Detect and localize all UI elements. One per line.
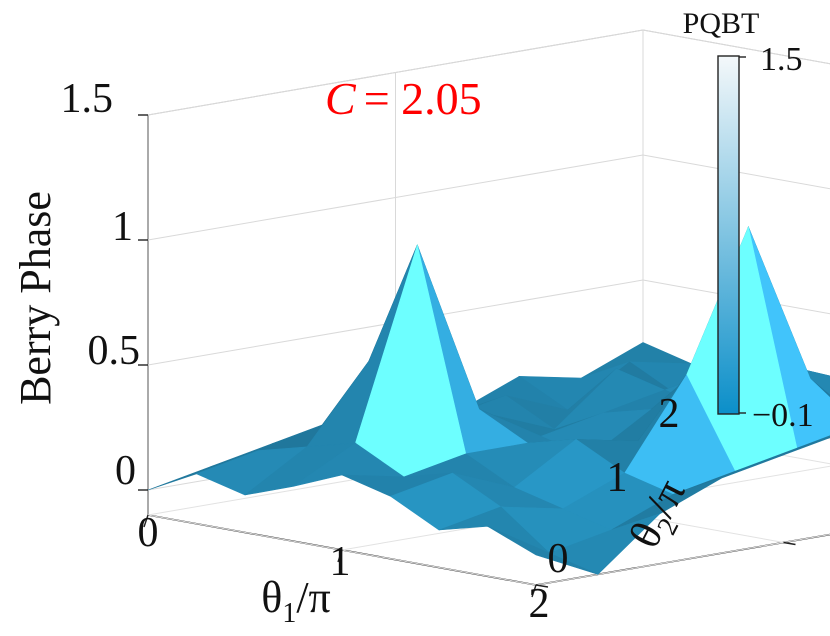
axis-ticks — [138, 114, 796, 598]
y-tick-mark — [783, 541, 796, 546]
y-tick-mark — [535, 584, 549, 588]
gridline — [642, 279, 830, 315]
x-tick-mark — [143, 514, 149, 528]
z-axis-title: Berry Phase — [11, 191, 60, 405]
x-tick-label: 1 — [330, 539, 351, 585]
y-tick-label: 1 — [607, 455, 628, 501]
z-tick-label: 1.5 — [61, 76, 114, 122]
colorbar-title: PQBT — [683, 7, 760, 40]
x-tick-mark — [337, 549, 343, 563]
z-tick-label: 0.5 — [88, 328, 141, 374]
colorbar — [717, 55, 740, 415]
x-tick-mark — [531, 584, 537, 598]
z-tick-label: 1 — [112, 204, 133, 250]
colorbar-min-label: −0.1 — [752, 397, 814, 434]
x-tick-label: 2 — [529, 581, 550, 627]
gridline — [642, 154, 830, 190]
y-tick-label: 2 — [659, 391, 680, 437]
gridline — [642, 29, 830, 65]
surface-mesh — [147, 225, 830, 575]
colorbar-max-label: 1.5 — [760, 41, 803, 78]
y-tick-label: 0 — [548, 536, 569, 582]
x-tick-label: 0 — [138, 510, 159, 556]
z-tick-label: 0 — [115, 448, 136, 494]
surface-face — [487, 526, 599, 575]
x-axis-title: θ1/π — [261, 573, 331, 629]
chern-number-annotation: C = 2.05 — [325, 73, 482, 124]
